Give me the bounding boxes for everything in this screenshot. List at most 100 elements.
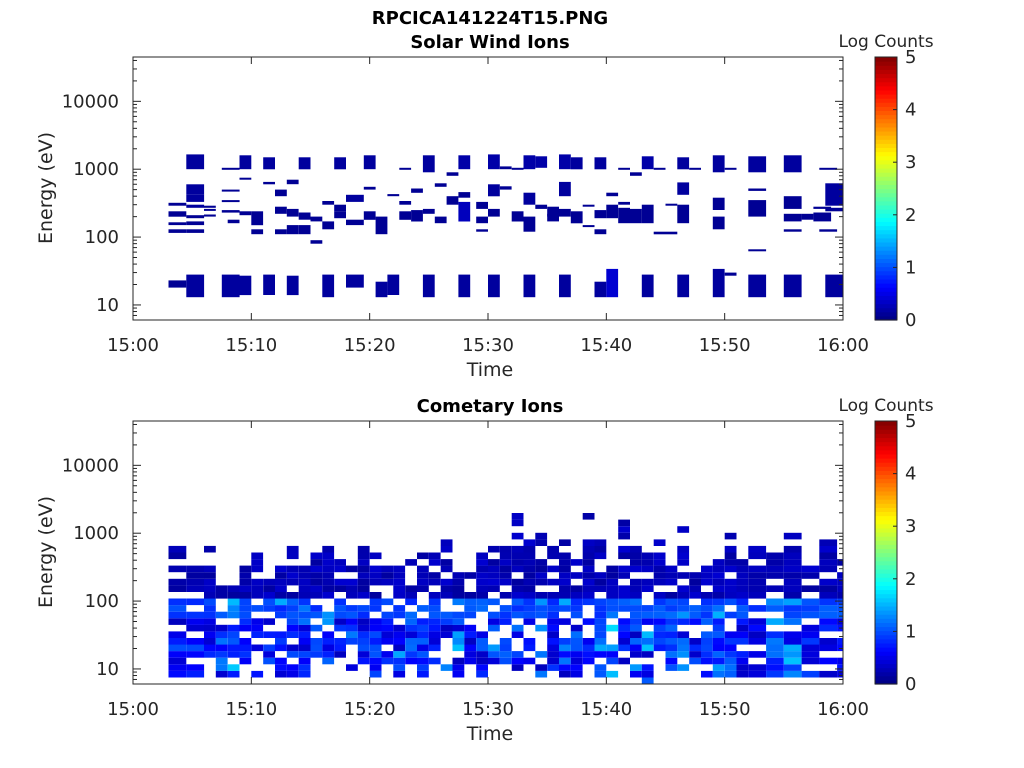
heatmap-cell [689,644,701,652]
heatmap-cell [641,677,654,684]
heatmap-cell [582,545,595,553]
heatmap-cell [440,578,453,586]
heatmap-cell [511,578,524,586]
colorbar-segment [875,299,897,305]
colorbar-frame [874,56,898,321]
heatmap-cell [594,631,607,638]
heatmap-cell [677,618,690,625]
heatmap-cell [204,631,216,638]
heatmap-cell [440,545,453,553]
heatmap-cell [594,157,607,170]
x-tick-label: 15:00 [107,699,159,720]
heatmap-cell [736,670,749,678]
heatmap-cell [582,651,595,658]
heatmap-cell [606,651,619,658]
heatmap-cell [381,611,394,619]
heatmap-cell [405,657,417,665]
heatmap-cell [594,598,607,606]
colorbar-segment [875,630,897,636]
heatmap-cell [239,598,252,606]
heatmap-cell [357,644,370,652]
heatmap-cell [310,651,323,658]
heatmap-cell [263,644,275,652]
heatmap-cell [801,651,820,658]
heatmap-cell [298,605,311,612]
heatmap-cell [227,605,240,612]
heatmap-cell [346,194,364,202]
colorbar-segment [875,441,897,447]
heatmap-cell [334,611,346,619]
heatmap-cell [618,598,630,606]
x-tick-label: 15:30 [462,335,514,356]
heatmap-cell [476,644,488,652]
heatmap-cell [630,651,642,658]
heatmap-cell [748,200,767,217]
heatmap-cell [239,177,252,180]
heatmap-cell [381,618,394,625]
heatmap-cell [399,201,412,205]
heatmap-cell [618,565,630,573]
heatmap-cell [677,552,690,560]
heatmap-cell [712,598,725,606]
axes: 15:00 15:10 15:20 15:30 15:40 15:50 16:00 10 100… [62,421,869,720]
heatmap-cell [736,651,749,658]
heatmap-cell [783,552,802,560]
heatmap-cell [275,598,287,606]
heatmap-cell [712,611,725,619]
heatmap-cell [766,585,784,592]
heatmap-cell [310,578,323,586]
heatmap-cell [535,559,548,566]
heatmap-cell [594,539,607,546]
heatmap-cell [346,565,358,573]
heatmap-cell [204,651,216,658]
y-axis-label: Energy (eV) [35,496,57,608]
heatmap-cell [298,578,311,586]
heatmap-cell [594,229,607,235]
heatmap-cell [298,631,311,638]
heatmap-cell [783,196,802,209]
colorbar-segment [875,474,897,480]
heatmap-cell [559,670,571,678]
heatmap-cell [298,157,311,170]
heatmap-cell [511,532,524,540]
heatmap-cell [334,157,346,170]
heatmap-cell [748,565,767,573]
colorbar-segment [875,287,897,292]
heatmap-cell [168,578,187,586]
colorbar-segment [875,151,897,157]
colorbar-segment [875,663,897,669]
heatmap-cell [204,638,216,645]
heatmap-cell [677,572,690,579]
heatmap-cell [677,592,690,599]
heatmap-cell [275,631,287,638]
heatmap-cell [582,204,595,207]
heatmap-cell [488,657,500,665]
x-tick-label: 15:10 [225,699,277,720]
heatmap-cell [582,638,595,645]
colorbar-segment [875,573,897,578]
colorbar-segment [875,531,897,537]
heatmap-cell [476,559,488,566]
heatmap-cell [523,274,536,298]
colorbar-segment [875,106,897,112]
y-tick-label: 10 [96,295,119,316]
heatmap-cell [606,565,619,573]
colorbar-tick-label: 3 [905,516,916,537]
heatmap-cell [653,618,666,625]
heatmap-cell [783,651,802,658]
heatmap-cell [310,216,323,222]
heatmap-cell [204,565,216,573]
heatmap-cell [369,605,382,612]
heatmap-cell [701,565,713,573]
colorbar-tick-label: 5 [905,411,916,432]
heatmap-cell [712,657,725,665]
heatmap-cell [476,657,488,665]
heatmap-cell [630,565,642,573]
heatmap-cell [523,216,536,232]
heatmap-cell [547,624,559,632]
heatmap-cell [523,192,536,205]
heatmap-cell [346,578,358,586]
heatmap-cell [334,204,346,212]
heatmap-cell [405,585,417,592]
